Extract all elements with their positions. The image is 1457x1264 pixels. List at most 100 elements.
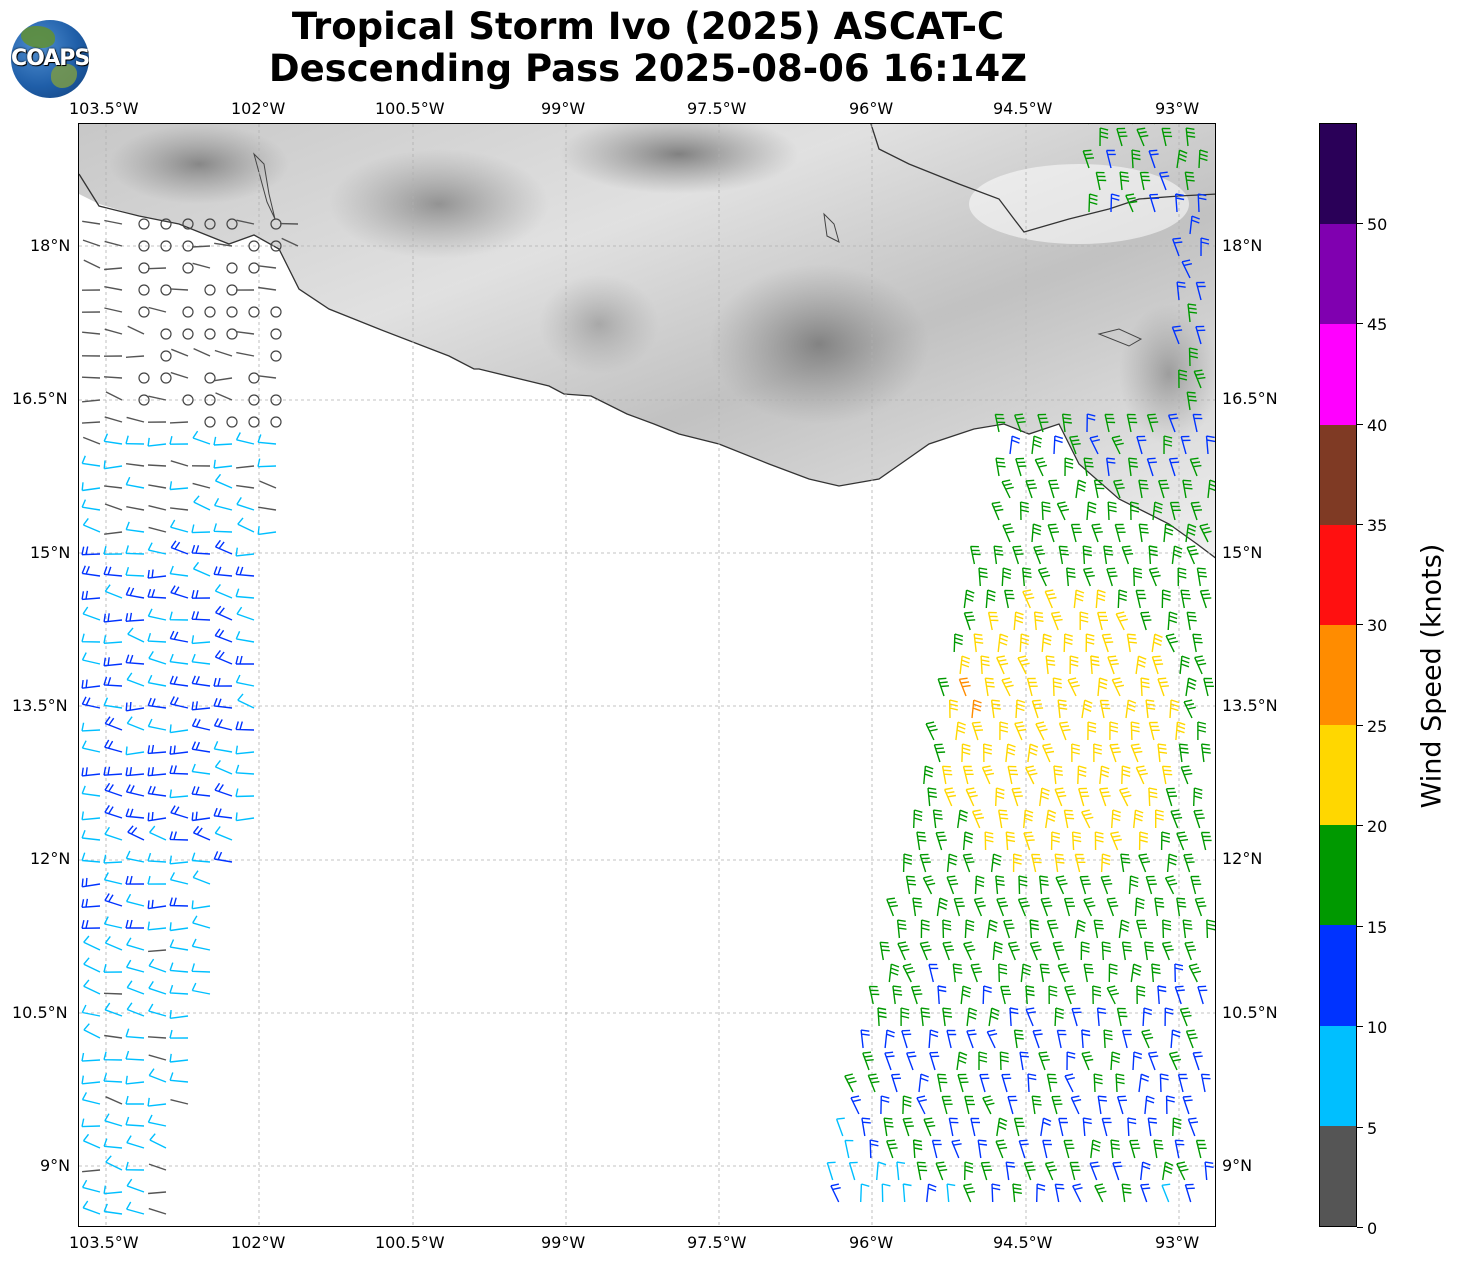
wind-barb <box>82 1133 101 1149</box>
wind-barb <box>1145 875 1157 895</box>
calm-wind-marker <box>270 306 282 318</box>
wind-barb <box>103 433 123 445</box>
wind-barb <box>1176 281 1186 301</box>
map-panel <box>78 123 1216 1227</box>
calm-wind-marker <box>248 240 260 252</box>
wind-barb <box>191 963 211 973</box>
wind-barb <box>1053 435 1064 455</box>
wind-barb <box>147 1036 167 1039</box>
wind-barb <box>1125 193 1138 213</box>
wind-barb <box>1192 1051 1203 1071</box>
wind-barb <box>1151 633 1163 653</box>
wind-barb <box>125 1116 145 1127</box>
lon-label-bottom: 100.5°W <box>375 1233 445 1252</box>
lon-label-bottom: 102°W <box>231 1233 286 1252</box>
wind-barb <box>125 587 145 599</box>
wind-barb <box>1140 611 1152 631</box>
lon-label-bottom: 94.5°W <box>993 1233 1053 1252</box>
colorbar-tick-mark <box>1357 624 1363 625</box>
wind-barb <box>104 584 123 599</box>
wind-barb <box>902 1183 912 1203</box>
wind-barb <box>860 1183 870 1203</box>
wind-barb <box>148 1207 167 1215</box>
wind-barb <box>1196 567 1207 587</box>
colorbar-tick: 30 <box>1367 616 1388 635</box>
wind-barb <box>104 1113 123 1127</box>
wind-barb <box>986 919 998 939</box>
wind-barb <box>1081 809 1094 829</box>
wind-barb <box>170 1099 189 1105</box>
wind-barb <box>980 655 990 675</box>
wind-barb <box>1167 413 1179 433</box>
wind-barb <box>214 759 233 775</box>
wind-barb <box>82 1200 101 1215</box>
wind-barb <box>963 589 975 609</box>
wind-barb <box>235 432 255 445</box>
wind-barb <box>906 1051 917 1071</box>
wind-barb <box>1188 963 1202 983</box>
wind-barb <box>1034 457 1047 477</box>
wind-barb <box>1162 919 1172 939</box>
wind-barb <box>1115 1073 1125 1093</box>
wind-barb <box>1168 1051 1182 1071</box>
wind-barb <box>1109 831 1122 851</box>
wind-barb <box>978 1051 988 1070</box>
wind-barb <box>1185 127 1196 147</box>
wind-barb <box>844 1073 857 1093</box>
wind-barb <box>1012 1183 1023 1203</box>
wind-barb <box>999 1051 1009 1071</box>
wind-barb <box>125 766 145 777</box>
wind-barb <box>987 611 999 631</box>
colorbar-tick-mark <box>1357 1227 1363 1228</box>
wind-barb <box>104 935 123 951</box>
wind-barb <box>236 219 255 225</box>
wind-barb <box>983 743 992 763</box>
colorbar-tick: 40 <box>1367 416 1388 435</box>
wind-barb <box>81 633 101 643</box>
wind-barb <box>970 1117 981 1137</box>
wind-barb <box>1172 237 1183 257</box>
calm-wind-marker <box>226 328 238 340</box>
wind-barb <box>1161 941 1174 961</box>
wind-barb <box>1109 721 1119 741</box>
wind-barb <box>1063 897 1076 917</box>
wind-barb <box>1161 127 1173 147</box>
wind-barb <box>964 1095 975 1115</box>
wind-barb <box>952 963 963 983</box>
wind-barb <box>169 872 189 885</box>
wind-barb <box>929 1051 940 1071</box>
wind-barb <box>974 875 985 895</box>
wind-barb <box>235 721 255 731</box>
calm-wind-marker <box>182 240 194 252</box>
wind-barb <box>1141 1029 1154 1049</box>
wind-barb <box>916 1161 928 1181</box>
wind-barb <box>919 853 931 873</box>
calm-wind-marker <box>226 262 238 274</box>
wind-barb <box>1148 149 1159 169</box>
calm-wind-marker <box>138 372 150 384</box>
wind-barb <box>1027 743 1039 763</box>
wind-barb <box>1110 1051 1121 1071</box>
wind-barb <box>147 744 167 755</box>
wind-barb <box>1086 501 1097 521</box>
wind-barb <box>962 853 975 873</box>
title-line-2: Descending Pass 2025-08-06 16:14Z <box>268 47 1028 90</box>
wind-barb <box>896 1161 906 1181</box>
wind-barb <box>1136 435 1147 455</box>
wind-barb <box>125 1028 145 1039</box>
wind-barb <box>1063 633 1073 653</box>
wind-barb <box>125 566 145 577</box>
wind-barb <box>876 1161 887 1181</box>
wind-barb <box>1129 1139 1141 1159</box>
wind-barb <box>127 825 145 841</box>
wind-barb <box>1130 501 1140 521</box>
colorbar-segment <box>1320 1025 1356 1126</box>
wind-barb <box>946 1183 956 1203</box>
wind-barb <box>1099 787 1111 807</box>
colorbar-segment <box>1320 1125 1356 1226</box>
wind-barb <box>1151 963 1161 983</box>
wind-barb <box>912 1139 923 1159</box>
wind-barb <box>937 677 950 697</box>
wind-barb <box>1067 677 1080 697</box>
lon-label-bottom: 97.5°W <box>687 1233 747 1252</box>
